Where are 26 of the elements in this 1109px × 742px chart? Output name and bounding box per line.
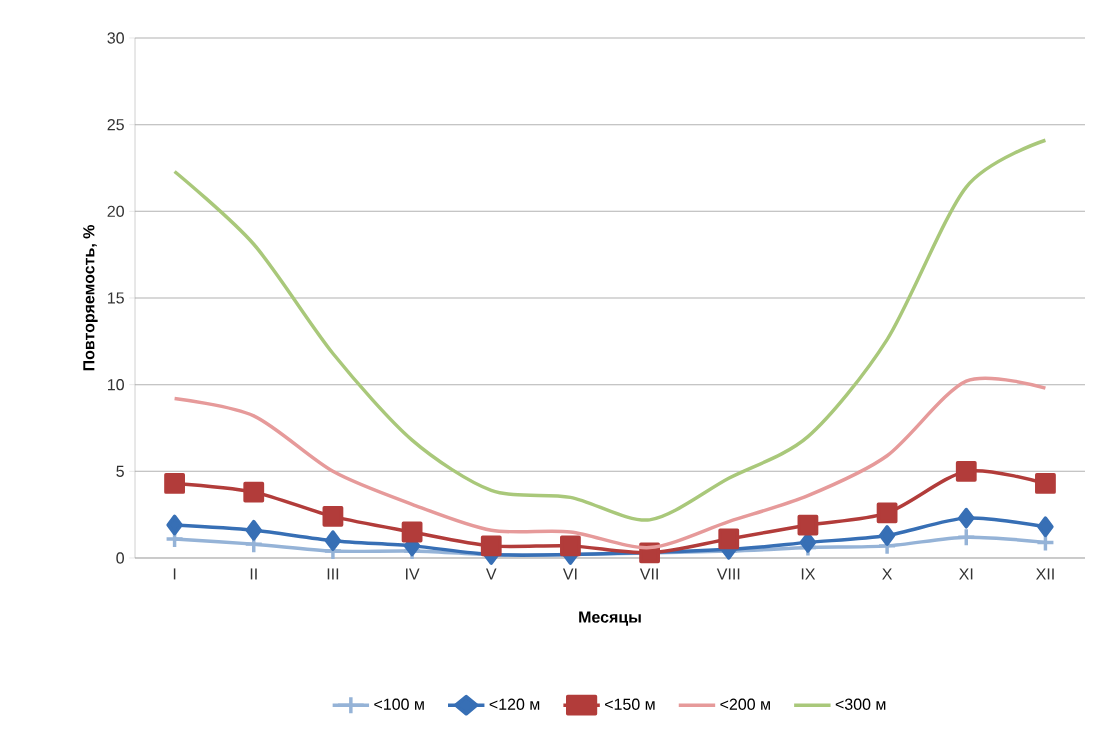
x-tick-label: VIII [716, 568, 740, 580]
y-tick-label: 15 [108, 292, 124, 304]
y-tick-label: 5 [116, 465, 124, 477]
legend-label: <150 м [605, 698, 655, 710]
x-tick-label: IV [406, 568, 420, 580]
y-tick-label: 30 [107, 32, 124, 44]
x-tick-label: II [250, 568, 257, 580]
x-tick-label: III [327, 568, 339, 580]
y-tick-label: 0 [116, 552, 124, 564]
legend-label: <200 м [720, 698, 770, 710]
x-tick-label: I [173, 568, 176, 580]
x-axis-title: Месяцы [579, 611, 641, 626]
x-tick-label: XII [1036, 568, 1054, 580]
y-axis-title: Повторяемость, % [83, 225, 98, 371]
legend-label: <100 м [374, 698, 424, 710]
y-tick-label: 20 [107, 205, 124, 217]
y-tick-label: 10 [108, 379, 124, 391]
legend-label: <300 м [835, 698, 886, 710]
legend-label: <120 м [489, 698, 540, 710]
x-tick-label: IX [801, 568, 816, 580]
x-tick-label: XI [959, 568, 973, 580]
x-tick-label: VII [639, 568, 658, 580]
x-tick-label: X [882, 568, 893, 580]
x-tick-label: VI [562, 568, 577, 580]
x-tick-label: V [485, 568, 497, 580]
y-tick-label: 25 [107, 119, 124, 131]
